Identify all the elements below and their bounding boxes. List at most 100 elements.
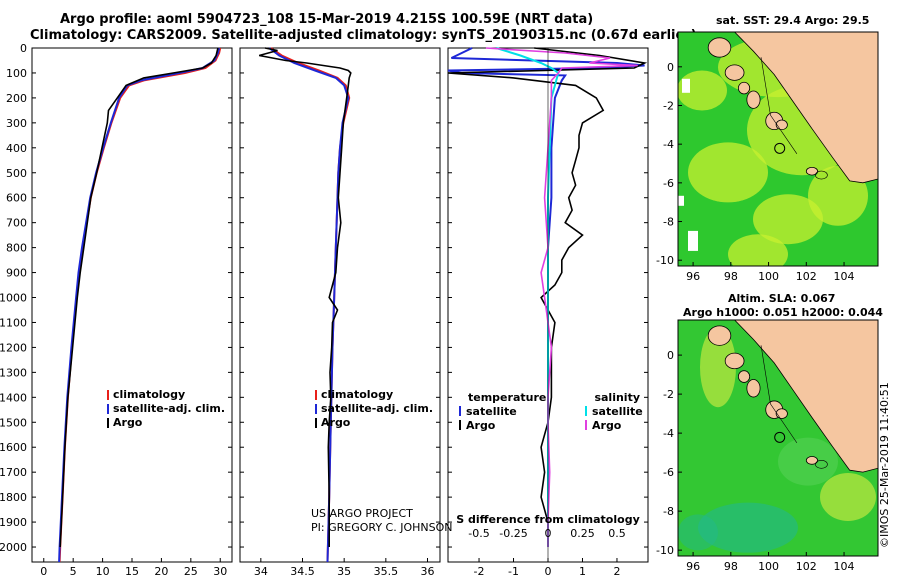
sla_map-x-tick-label: 102 [796,560,817,573]
temperature-x-tick-label: 0 [40,565,47,578]
sla_map-contour [815,460,828,469]
sst_map-y-tick-label: -6 [663,177,674,190]
sla_map-island [724,352,745,370]
temperature-x-tick-label: 20 [154,565,168,578]
sla_map-y-tick-label: -2 [663,388,674,401]
sst_map-sumatra-land [717,32,878,184]
sst_map-x-tick-label: 100 [758,270,779,283]
salinity-panel [239,47,441,563]
sst-map-title: sat. SST: 29.4 Argo: 29.5 [716,14,870,27]
sla_map-x-tick-label: 100 [758,560,779,573]
sst_map-panel [677,31,879,267]
difference-x-tick-label: -2 [474,565,485,578]
sst_map-y-tick-label: 0 [667,61,674,74]
salinity-series-satellite-adj.-clim. [268,47,350,563]
temperature-x-tick-label: 10 [96,565,110,578]
depth-tick-label: 1900 [0,516,27,529]
salinity-x-tick-label: 36 [421,565,435,578]
salinity-legend-label: Argo [321,416,351,429]
sla-map-title-line1: Altim. SLA: 0.067 [728,292,836,305]
sla_map-x-tick-label: 96 [686,560,700,573]
temperature-legend-label: Argo [113,416,143,429]
depth-tick-label: 1700 [0,466,27,479]
difference-legend-temperature-header: temperature [468,391,546,404]
sst-warm-patch [678,70,727,111]
difference-top-tick-label: 0.25 [570,527,595,540]
sst_map-y-tick-label: -2 [663,99,674,112]
sla_map-island [775,408,788,419]
difference-x-label: T difference from climatology [456,578,639,580]
temperature-x-tick-label: 30 [213,565,227,578]
sla-anomaly-patch [678,514,718,551]
temperature-legend-label: climatology [113,388,185,401]
depth-tick-label: 1200 [0,341,27,354]
temperature-panel [31,47,233,563]
sla_map-x-tick-label: 98 [724,560,738,573]
salinity-x-tick-label: 35 [337,565,351,578]
difference-series-salinity-argo [485,47,638,547]
sla-anomaly-patch [700,327,736,408]
sst-missing-data-cell [682,78,690,93]
salinity-series-climatology [270,47,351,563]
depth-tick-label: 500 [6,167,27,180]
sla_map-content [678,320,878,556]
salinity-series-argo [258,47,352,547]
sst_map-content [678,32,878,266]
depth-tick-label: 2000 [0,541,27,554]
salinity-annotation-line1: US ARGO PROJECT [311,507,413,520]
difference-legend-salinity-header: salinity [594,391,640,404]
figure-title-line2: Climatology: CARS2009. Satellite-adjuste… [30,28,697,43]
depth-tick-label: 1100 [0,316,27,329]
sla_map-island [746,379,761,398]
salinity-annotation-line2: PI: GREGORY C. JOHNSON [311,521,452,534]
salinity-x-tick-label: 35.5 [374,565,399,578]
sst_map-x-tick-label: 102 [796,270,817,283]
difference-series-temperature-satellite [447,47,645,547]
difference-top-tick-label: -0.5 [468,527,489,540]
difference-x-tick-label: -1 [508,565,519,578]
temperature-x-tick-label: 15 [125,565,139,578]
depth-tick-label: 1800 [0,491,27,504]
sst-warm-patch [753,194,823,245]
sst_map-island [805,166,819,176]
sst_map-x-tick-label: 96 [686,270,700,283]
difference-x-tick-label: 0 [545,565,552,578]
sla_map-island [805,456,819,465]
temperature-x-tick-label: 5 [70,565,77,578]
sst_map-float-marker [774,142,786,154]
depth-tick-label: 1600 [0,441,27,454]
temperature-series-satellite-adj.-clim. [58,47,221,563]
sst_map-contour [760,57,798,155]
difference-x-tick-label: 2 [613,565,620,578]
difference-top-tick-label: -0.25 [499,527,527,540]
sla_map-y-tick-label: -10 [656,544,674,557]
sst-missing-data-cell [688,230,698,251]
sla_map-y-tick-label: -4 [663,427,674,440]
depth-tick-label: 1000 [0,292,27,305]
difference-legend-temperature-argo: Argo [466,419,496,432]
temperature-x-tick-label: 25 [184,565,198,578]
sla_map-contour [760,345,798,444]
sla_map-y-tick-label: 0 [667,349,674,362]
sla_map-panel [677,319,879,557]
depth-tick-label: 600 [6,192,27,205]
sla_map-float-marker [774,431,786,443]
depth-tick-label: 900 [6,267,27,280]
figure-title-line1: Argo profile: aoml 5904723_108 15-Mar-20… [60,12,594,27]
salinity-x-label: salinity [317,578,363,580]
sst_map-island [737,81,751,95]
sla_map-x-tick-label: 104 [834,560,855,573]
depth-tick-label: 800 [6,242,27,255]
temperature-x-label: temperature (deg C) [68,578,195,580]
sst_map-frame [677,31,879,267]
temperature-series-climatology [58,47,222,563]
sla-anomaly-patch [820,473,876,521]
sst_map-island [707,37,732,58]
sla_map-sumatra-land [717,320,878,473]
salinity-x-tick-label: 34 [254,565,268,578]
depth-tick-label: 700 [6,217,27,230]
sst_map-x-tick-label: 98 [724,270,738,283]
sst_map-island [746,90,761,109]
sst_map-x-tick-label: 104 [834,270,855,283]
